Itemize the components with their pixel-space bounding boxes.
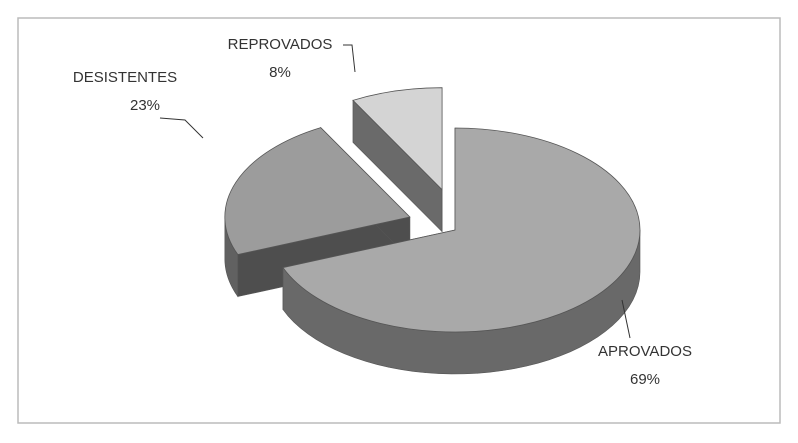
slice-value-label: 69% bbox=[630, 371, 660, 388]
pie-slice bbox=[282, 127, 641, 333]
leader-line bbox=[621, 299, 631, 339]
slice-label: APROVADOS bbox=[598, 343, 692, 360]
slice-value-label: 8% bbox=[269, 64, 291, 81]
slice-value-label: 23% bbox=[130, 97, 160, 114]
pie-slice bbox=[352, 87, 443, 191]
slice-label: DESISTENTES bbox=[73, 69, 177, 86]
pie-slice bbox=[224, 127, 411, 255]
slice-label: REPROVADOS bbox=[228, 36, 333, 53]
leader-line bbox=[159, 117, 204, 139]
leader-line bbox=[343, 44, 356, 73]
